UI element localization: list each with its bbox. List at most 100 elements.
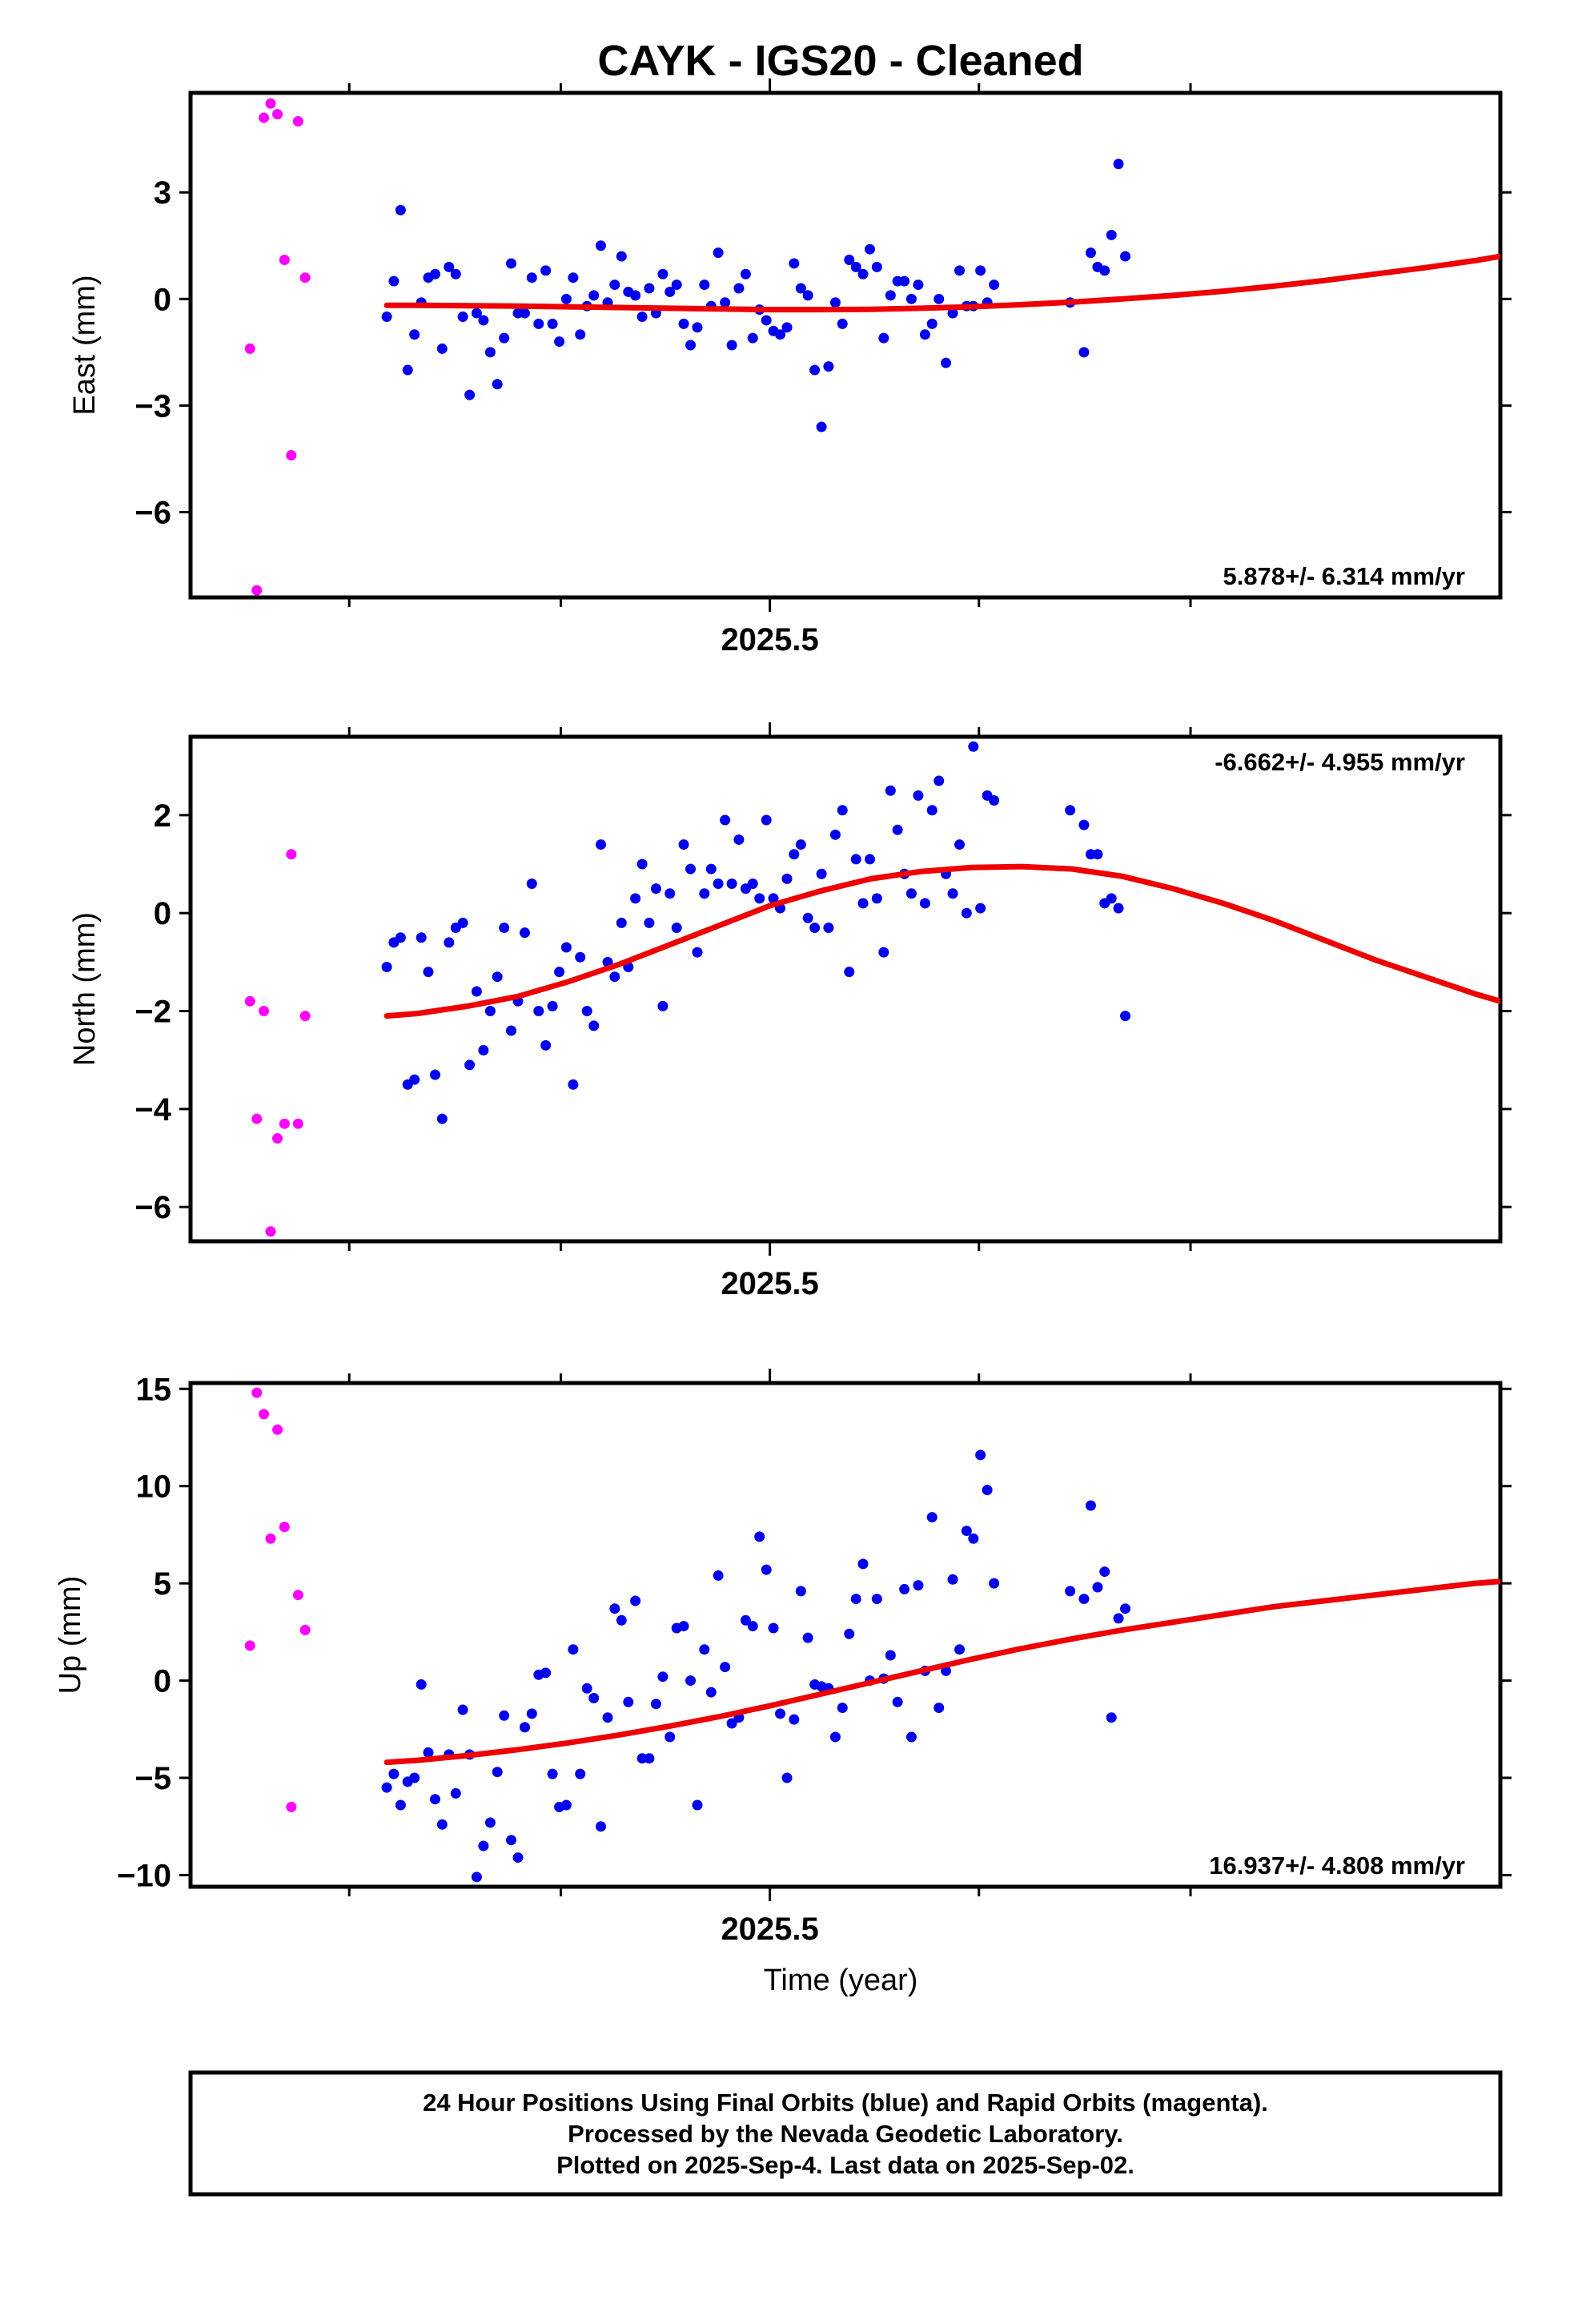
panel-frame: [188, 734, 1503, 1244]
final-orbit-point: [1175, 0, 1186, 6]
final-orbit-point: [1078, 347, 1090, 358]
final-orbit-point: [650, 1699, 661, 1710]
final-orbit-point: [464, 389, 476, 400]
rapid-orbit-point: [292, 1118, 303, 1129]
final-orbit-point: [829, 297, 841, 308]
final-orbit-point: [1085, 1500, 1096, 1511]
figure-title: CAYK - IGS20 - Cleaned: [597, 37, 1083, 85]
final-orbit-point: [726, 340, 737, 351]
final-orbit-point: [388, 275, 400, 287]
final-orbit-point: [492, 379, 503, 390]
final-orbit-point: [982, 1485, 993, 1496]
final-orbit-point: [395, 932, 406, 943]
final-orbit-point: [775, 329, 786, 340]
final-orbit-point: [837, 1703, 848, 1714]
final-orbit-point: [720, 297, 731, 308]
velocity-annotation: -6.662+/- 4.955 mm/yr: [1215, 748, 1465, 776]
final-orbit-point: [1168, 0, 1178, 6]
final-orbit-point: [395, 204, 406, 215]
final-orbit-point: [816, 421, 827, 432]
final-orbit-point: [478, 1044, 489, 1055]
y-tick-label: −6: [135, 496, 171, 531]
final-orbit-point: [899, 275, 910, 287]
rapid-orbit-point: [265, 1226, 276, 1237]
final-orbit-point: [1134, 0, 1144, 6]
final-orbit-point: [740, 268, 751, 279]
final-orbit-point: [471, 986, 482, 997]
rapid-orbit-point: [286, 849, 297, 860]
final-orbit-point: [616, 1614, 627, 1626]
final-orbit-point: [685, 340, 697, 351]
final-orbit-point: [581, 1683, 592, 1694]
final-orbit-point: [1120, 251, 1131, 262]
final-orbit-point: [512, 1852, 524, 1864]
north-panel: 2 0 −2 −4 −6 2025.5 North (mm) -6.662+/- 4.955 …: [68, 0, 1512, 1301]
y-tick-label: −10: [117, 1858, 171, 1893]
final-orbit-point: [934, 775, 945, 786]
final-orbit-point: [975, 265, 986, 276]
final-orbit-point: [519, 927, 530, 939]
final-orbit-point: [850, 261, 861, 272]
final-orbit-point: [1127, 0, 1138, 6]
final-orbit-point: [961, 907, 972, 919]
final-orbit-point: [547, 1000, 558, 1011]
final-orbit-point: [429, 268, 440, 279]
final-orbit-point: [471, 308, 482, 319]
rapid-orbit-point: [292, 115, 303, 127]
y-axis-label: Up (mm): [54, 1576, 87, 1695]
y-tick-label: −2: [135, 995, 171, 1030]
final-orbit-point: [961, 1526, 972, 1537]
final-orbit-point: [665, 286, 676, 297]
final-orbit-point: [837, 805, 848, 816]
rapid-orbit-point: [272, 109, 283, 120]
final-orbit-point: [934, 1703, 945, 1714]
final-orbit-point: [623, 1696, 634, 1707]
rapid-orbit-point: [244, 1640, 255, 1651]
final-orbit-point: [761, 1564, 772, 1575]
final-orbit-point: [1092, 849, 1103, 860]
final-orbit-point: [1106, 893, 1117, 904]
final-orbit-point: [1078, 1594, 1090, 1605]
y-tick-label: 0: [154, 896, 171, 931]
final-orbit-point: [1168, 0, 1178, 6]
y-axis-label: North (mm): [68, 912, 102, 1066]
final-orbit-point: [436, 343, 448, 354]
final-orbit-point: [699, 1644, 710, 1655]
final-orbit-point: [575, 1768, 586, 1779]
rapid-orbit-point: [265, 1533, 276, 1544]
final-orbit-point: [754, 893, 765, 904]
final-orbit-point: [913, 279, 924, 291]
y-tick-label: 10: [136, 1470, 172, 1505]
final-orbit-point: [726, 878, 737, 889]
final-orbit-point: [581, 1006, 592, 1017]
final-orbit-point: [630, 290, 641, 301]
final-orbit-point: [699, 888, 710, 899]
final-orbit-point: [671, 279, 682, 291]
final-orbit-point: [913, 790, 924, 801]
final-orbit-point: [1099, 265, 1110, 276]
final-orbit-point: [720, 814, 731, 826]
final-orbit-point: [464, 1059, 476, 1071]
final-orbit-point: [547, 1768, 558, 1779]
final-orbit-point: [1148, 0, 1158, 6]
final-orbit-point: [761, 315, 772, 326]
final-orbit-point: [588, 1692, 600, 1703]
final-orbit-point: [575, 329, 586, 340]
x-tick-label: 2025.5: [721, 1912, 818, 1947]
footer-box: [188, 2070, 1503, 2197]
final-orbit-point: [1162, 0, 1172, 6]
final-orbit-point: [1134, 0, 1144, 6]
final-orbit-point: [630, 893, 641, 904]
final-orbit-point: [892, 824, 903, 835]
final-orbit-point: [644, 1753, 655, 1764]
final-orbit-point: [402, 364, 413, 376]
final-orbit-point: [533, 1006, 544, 1017]
y-tick-label: −6: [135, 1190, 171, 1225]
rapid-orbit-point: [259, 112, 270, 123]
final-orbit-point: [934, 293, 945, 304]
final-orbit-point: [560, 1799, 572, 1811]
final-orbit-point: [540, 265, 552, 276]
final-orbit-point: [857, 1558, 869, 1570]
final-orbit-point: [588, 290, 600, 301]
